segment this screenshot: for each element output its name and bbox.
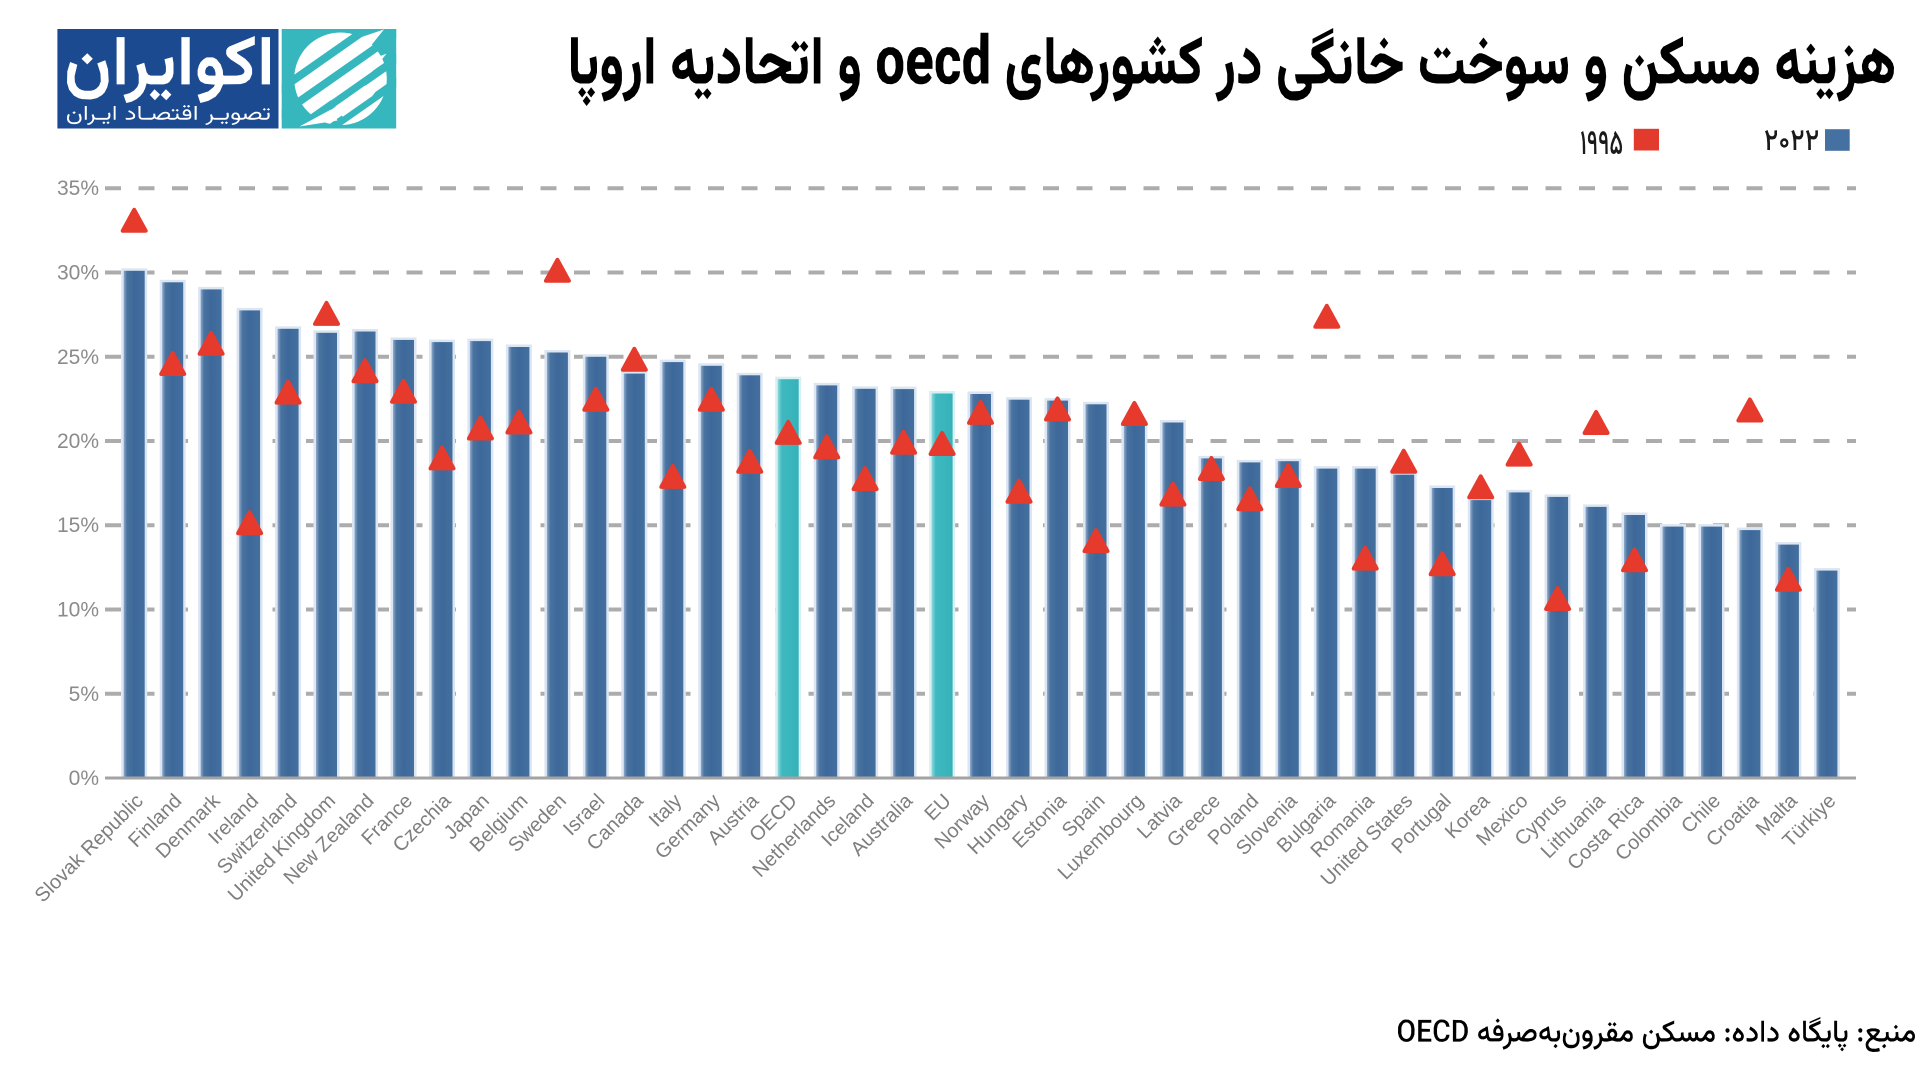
- svg-text:20%: 20%: [57, 430, 99, 453]
- svg-text:10%: 10%: [57, 599, 99, 622]
- svg-text:15%: 15%: [57, 514, 99, 537]
- svg-text:25%: 25%: [57, 346, 99, 369]
- svg-text:35%: 35%: [57, 177, 99, 200]
- svg-text:5%: 5%: [69, 683, 99, 706]
- svg-text:0%: 0%: [69, 767, 99, 790]
- svg-text:30%: 30%: [57, 262, 99, 285]
